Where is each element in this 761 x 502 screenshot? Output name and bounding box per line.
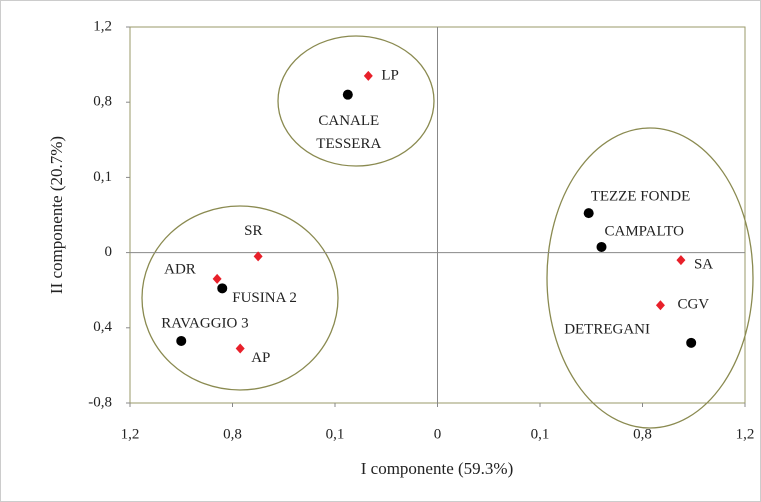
cluster-ellipse: [546, 127, 754, 429]
x-tick-label: 0,1: [326, 426, 345, 442]
point-label: ADR: [164, 261, 196, 277]
x-tick-label: 0,1: [531, 426, 550, 442]
point-label: CANALE: [318, 113, 379, 129]
cluster-ellipse: [141, 205, 339, 391]
point: [253, 251, 263, 262]
x-tick-label: 0,8: [633, 426, 652, 442]
point: [212, 273, 222, 284]
x-tick-label: 1,2: [736, 426, 755, 442]
y-tick-label: 1,2: [93, 18, 112, 34]
y-tick-label: 0: [105, 244, 113, 260]
point: [235, 343, 245, 354]
point-label: DETREGANI: [564, 321, 650, 337]
point: [363, 70, 373, 81]
point: [583, 208, 594, 219]
point-label: LP: [381, 67, 399, 83]
y-tick-label: 0,8: [93, 94, 112, 110]
y-tick-label: -0,8: [88, 394, 112, 410]
point: [676, 255, 686, 266]
point-label: TESSERA: [316, 136, 381, 152]
point-label: CAMPALTO: [605, 223, 685, 239]
point: [655, 300, 665, 311]
point: [686, 337, 697, 348]
point: [176, 335, 187, 346]
point-label: FUSINA 2: [232, 290, 297, 306]
point: [342, 89, 353, 100]
y-tick-label: 0,4: [93, 319, 112, 335]
x-axis-label: I componente (59.3%): [361, 459, 513, 478]
point-label: CGV: [677, 297, 709, 313]
point-label: SA: [694, 257, 713, 273]
point-label: TEZZE FONDE: [591, 189, 691, 205]
x-tick-label: 1,2: [121, 426, 140, 442]
point: [596, 241, 607, 252]
x-tick-label: 0,8: [223, 426, 242, 442]
cluster-ellipse: [277, 35, 435, 167]
point-label: RAVAGGIO 3: [161, 315, 248, 331]
y-axis-label: II componente (20.7%): [47, 136, 66, 294]
point: [217, 283, 228, 294]
y-tick-label: 0,1: [93, 169, 112, 185]
point-label: SR: [244, 223, 262, 239]
x-tick-label: 0: [434, 426, 442, 442]
point-label: AP: [251, 350, 270, 366]
